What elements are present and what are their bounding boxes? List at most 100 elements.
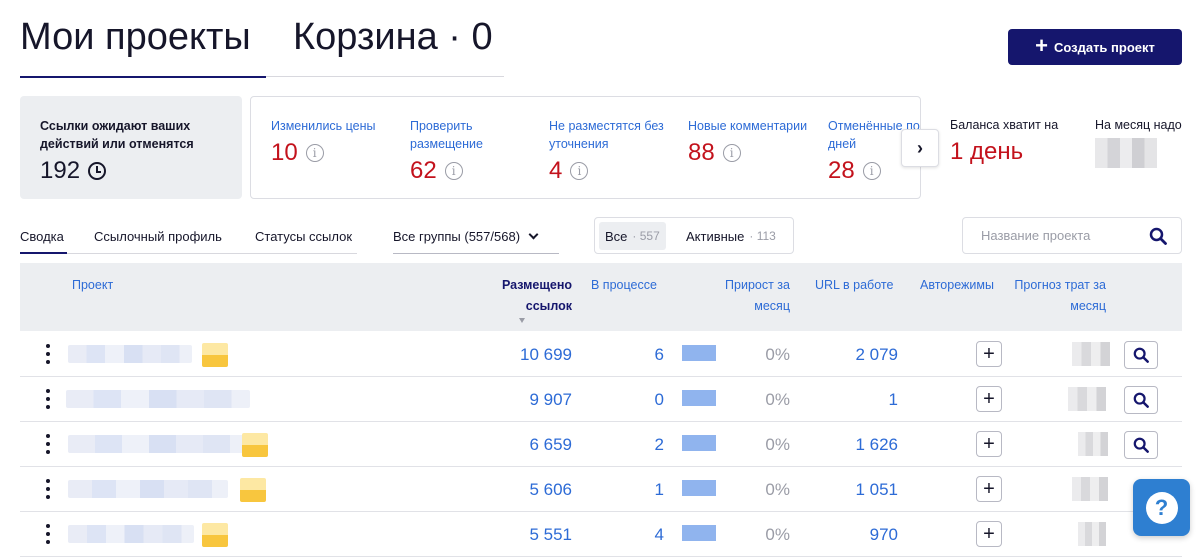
tab-summary[interactable]: Сводка: [20, 229, 64, 244]
stat-check-placement[interactable]: Проверить размещение 62 i: [410, 117, 540, 185]
page-title[interactable]: Мои проекты: [20, 16, 251, 58]
info-icon[interactable]: i: [722, 144, 741, 162]
table-row[interactable]: 9 907 0 0% 1 +: [20, 377, 1182, 422]
table-row[interactable]: 6 659 2 0% 1 626 +: [20, 422, 1182, 467]
cell-growth: 0%: [765, 344, 790, 364]
balance-block: Баланса хватит на 1 день: [950, 116, 1070, 166]
header-placed[interactable]: Размещено ссылок: [501, 278, 572, 313]
more-vertical-icon[interactable]: [46, 389, 50, 409]
table-header: Проект Размещено ссылок В процессе Приро…: [20, 263, 1182, 331]
balance-label: Баланса хватит на: [950, 118, 1059, 132]
cell-urls[interactable]: 970: [869, 524, 898, 544]
cell-urls[interactable]: 2 079: [855, 344, 898, 364]
add-automode-button[interactable]: +: [976, 521, 1002, 547]
project-name-blurred[interactable]: [68, 480, 228, 498]
forecast-blurred: [1072, 477, 1108, 501]
search-icon[interactable]: [1124, 386, 1158, 414]
more-vertical-icon[interactable]: [46, 524, 50, 544]
stat-value: 10: [271, 139, 298, 166]
filter-all-label: Все: [605, 228, 628, 244]
search-icon[interactable]: [1124, 341, 1158, 369]
table-row[interactable]: 10 699 6 0% 2 079 +: [20, 332, 1182, 377]
cell-in-progress[interactable]: 2: [654, 434, 664, 454]
tab-link-statuses[interactable]: Статусы ссылок: [255, 229, 353, 244]
cell-urls[interactable]: 1 626: [855, 434, 898, 454]
cell-in-progress[interactable]: 1: [654, 479, 664, 499]
cell-placed[interactable]: 9 907: [529, 389, 572, 409]
header-forecast[interactable]: Прогноз трат за месяц: [1014, 278, 1106, 313]
cell-growth: 0%: [765, 524, 790, 544]
progress-bar: [682, 390, 716, 406]
clock-icon: [88, 162, 107, 180]
tab-active-indicator: [20, 252, 67, 254]
help-icon: ?: [1145, 491, 1178, 524]
stat-prices-changed[interactable]: Изменились цены 10 i: [271, 117, 401, 167]
add-automode-button[interactable]: +: [976, 341, 1002, 367]
search-icon[interactable]: [1124, 431, 1158, 459]
stat-value: 62: [410, 157, 437, 184]
header-urls[interactable]: URL в работе: [815, 278, 894, 292]
trash-tab[interactable]: Корзина · 0: [293, 16, 493, 58]
info-icon[interactable]: i: [444, 162, 463, 180]
stat-cancelled[interactable]: Отменённые посл. 7 дней 28 i: [828, 117, 920, 185]
sort-down-icon: [519, 318, 525, 323]
stat-value: 28: [828, 157, 855, 184]
project-tag-blurred: [202, 343, 228, 367]
cell-placed[interactable]: 5 606: [529, 479, 572, 499]
cell-in-progress[interactable]: 6: [654, 344, 664, 364]
stat-value: 88: [688, 139, 715, 166]
help-button[interactable]: ?: [1133, 479, 1190, 536]
add-automode-button[interactable]: +: [976, 476, 1002, 502]
header-growth[interactable]: Прирост за месяц: [725, 278, 790, 313]
awaiting-actions-card[interactable]: Ссылки ожидают ваших действий или отменя…: [20, 96, 242, 199]
cell-in-progress[interactable]: 4: [654, 524, 664, 544]
header-in-progress[interactable]: В процессе: [591, 278, 657, 292]
month-value-blurred: [1095, 138, 1157, 168]
cell-urls[interactable]: 1: [888, 389, 898, 409]
search-input[interactable]: [963, 218, 1143, 253]
active-tab-underline: [20, 76, 266, 78]
progress-bar: [682, 525, 716, 541]
project-name-blurred[interactable]: [68, 345, 192, 363]
chevron-right-icon[interactable]: ›: [901, 129, 939, 167]
stat-label: Изменились цены: [271, 119, 376, 133]
add-automode-button[interactable]: +: [976, 431, 1002, 457]
project-tag-blurred: [202, 523, 228, 547]
stat-new-comments[interactable]: Новые комментарии 88 i: [688, 117, 818, 167]
project-name-blurred[interactable]: [68, 525, 194, 543]
forecast-blurred: [1068, 387, 1106, 411]
table-row[interactable]: 5 606 1 0% 1 051 +: [20, 467, 1182, 512]
project-name-blurred[interactable]: [68, 435, 248, 453]
cell-urls[interactable]: 1 051: [855, 479, 898, 499]
progress-bar: [682, 480, 716, 496]
filter-active-label: Активные: [686, 228, 745, 244]
stats-card: Изменились цены 10 i Проверить размещение…: [250, 96, 921, 199]
table-row[interactable]: 5 551 4 0% 970 +: [20, 512, 1182, 557]
project-name-blurred[interactable]: [66, 390, 250, 408]
info-icon[interactable]: i: [862, 162, 881, 180]
more-vertical-icon[interactable]: [46, 479, 50, 499]
filter-active[interactable]: Активные · 113: [680, 222, 782, 250]
add-automode-button[interactable]: +: [976, 386, 1002, 412]
cell-in-progress[interactable]: 0: [654, 389, 664, 409]
create-project-button[interactable]: + Создать проект: [1008, 29, 1182, 65]
tab-link-profile[interactable]: Ссылочный профиль: [94, 229, 222, 244]
chevron-down-icon: [528, 229, 539, 240]
groups-select[interactable]: Все группы (557/568): [393, 220, 559, 254]
info-icon[interactable]: i: [570, 162, 589, 180]
cell-placed[interactable]: 10 699: [520, 344, 572, 364]
header-auto[interactable]: Авторежимы: [920, 278, 994, 292]
cell-placed[interactable]: 6 659: [529, 434, 572, 454]
info-icon[interactable]: i: [305, 144, 324, 162]
search-icon[interactable]: [1149, 227, 1167, 245]
progress-bar: [682, 435, 716, 451]
cell-growth: 0%: [765, 434, 790, 454]
tab-divider: [266, 76, 504, 77]
more-vertical-icon[interactable]: [46, 434, 50, 454]
cell-placed[interactable]: 5 551: [529, 524, 572, 544]
balance-value: 1 день: [950, 138, 1024, 165]
more-vertical-icon[interactable]: [46, 344, 50, 364]
header-project[interactable]: Проект: [72, 278, 114, 292]
filter-all[interactable]: Все · 557: [599, 222, 666, 250]
